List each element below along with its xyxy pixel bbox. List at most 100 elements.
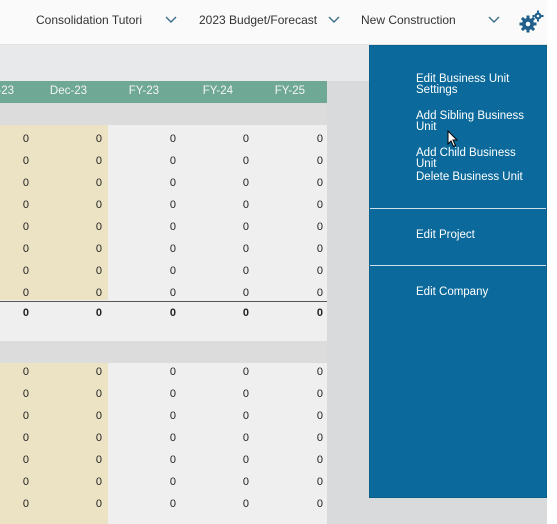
menu-divider bbox=[370, 265, 546, 266]
company-select-value: Consolidation Tutori bbox=[36, 13, 143, 27]
table-cell: 0 bbox=[316, 498, 323, 510]
table-cell: 0 bbox=[22, 243, 29, 255]
highlight-column bbox=[0, 362, 108, 524]
table-cell: 0 bbox=[22, 133, 29, 145]
table-cell: 0 bbox=[242, 221, 249, 233]
table-cell: 0 bbox=[169, 476, 176, 488]
table-cell: 0 bbox=[316, 221, 323, 233]
table-cell: 0 bbox=[22, 366, 29, 378]
table-cell: 0 bbox=[95, 287, 102, 299]
toolbar-band bbox=[0, 45, 370, 81]
table-cell: 0 bbox=[242, 243, 249, 255]
menu-item-edit-company[interactable]: Edit Company bbox=[416, 286, 489, 298]
total-cell: 0 bbox=[95, 307, 102, 319]
table-cell: 0 bbox=[242, 199, 249, 211]
menu-item-edit-business-unit-settings[interactable]: Edit Business Unit Settings bbox=[416, 73, 510, 96]
table-cell: 0 bbox=[95, 177, 102, 189]
table-cell: 0 bbox=[169, 265, 176, 277]
column-header: FY-23 bbox=[128, 85, 159, 97]
table-cell: 0 bbox=[22, 265, 29, 277]
table-cell: 0 bbox=[169, 243, 176, 255]
table-cell: 0 bbox=[242, 432, 249, 444]
menu-item-add-sibling-business-unit[interactable]: Add Sibling Business Unit bbox=[416, 110, 525, 133]
menu-item-add-child-business-unit[interactable]: Add Child Business Unit bbox=[416, 147, 516, 170]
table-cell: 0 bbox=[316, 177, 323, 189]
chevron-down-icon bbox=[165, 16, 177, 23]
table-header: -23 Dec-23 FY-23 FY-24 FY-25 bbox=[0, 81, 327, 103]
table-cell: 0 bbox=[22, 155, 29, 167]
table-cell: 0 bbox=[22, 410, 29, 422]
table-cell: 0 bbox=[22, 221, 29, 233]
table-cell: 0 bbox=[242, 287, 249, 299]
scenario-select-value: 2023 Budget/Forecast bbox=[199, 13, 318, 27]
table-cell: 0 bbox=[22, 454, 29, 466]
table-cell: 0 bbox=[95, 133, 102, 145]
table-cell: 0 bbox=[22, 476, 29, 488]
table-cell: 0 bbox=[22, 177, 29, 189]
total-cell: 0 bbox=[242, 307, 249, 319]
table-cell: 0 bbox=[169, 177, 176, 189]
table-cell: 0 bbox=[316, 410, 323, 422]
table-cell: 0 bbox=[95, 476, 102, 488]
table-cell: 0 bbox=[169, 410, 176, 422]
table-cell: 0 bbox=[316, 243, 323, 255]
table-cell: 0 bbox=[22, 199, 29, 211]
total-cell: 0 bbox=[169, 307, 176, 319]
table-cell: 0 bbox=[242, 366, 249, 378]
table-cell: 0 bbox=[242, 177, 249, 189]
table-cell: 0 bbox=[316, 265, 323, 277]
table-cell: 0 bbox=[242, 265, 249, 277]
table-cell: 0 bbox=[22, 432, 29, 444]
table-cell: 0 bbox=[242, 133, 249, 145]
table-cell: 0 bbox=[22, 388, 29, 400]
table-cell: 0 bbox=[242, 498, 249, 510]
project-select-value: New Construction bbox=[361, 13, 456, 27]
table-cell: 0 bbox=[316, 476, 323, 488]
table-cell: 0 bbox=[169, 432, 176, 444]
section-header-row bbox=[0, 341, 327, 363]
table-cell: 0 bbox=[169, 498, 176, 510]
table-cell: 0 bbox=[316, 388, 323, 400]
menu-item-delete-business-unit[interactable]: Delete Business Unit bbox=[416, 171, 523, 183]
table-cell: 0 bbox=[169, 366, 176, 378]
gears-icon[interactable] bbox=[518, 9, 544, 35]
column-header: FY-24 bbox=[202, 85, 233, 97]
table-cell: 0 bbox=[95, 155, 102, 167]
chevron-down-icon bbox=[328, 16, 340, 23]
table-cell: 0 bbox=[316, 454, 323, 466]
table-cell: 0 bbox=[169, 199, 176, 211]
table-cell: 0 bbox=[316, 432, 323, 444]
section-header-row bbox=[0, 103, 327, 125]
table-cell: 0 bbox=[169, 388, 176, 400]
column-header: Dec-23 bbox=[49, 85, 87, 97]
table-cell: 0 bbox=[95, 366, 102, 378]
scenario-select[interactable]: 2023 Budget/Forecast bbox=[199, 13, 340, 27]
table-cell: 0 bbox=[169, 287, 176, 299]
total-cell: 0 bbox=[316, 307, 323, 319]
menu-item-edit-project[interactable]: Edit Project bbox=[416, 229, 475, 241]
table-cell: 0 bbox=[169, 221, 176, 233]
settings-menu: Edit Business Unit Settings Add Sibling … bbox=[369, 45, 547, 498]
table-cell: 0 bbox=[95, 454, 102, 466]
table-cell: 0 bbox=[242, 155, 249, 167]
project-select[interactable]: New Construction bbox=[361, 13, 500, 27]
table-cell: 0 bbox=[242, 454, 249, 466]
company-select[interactable]: Consolidation Tutori bbox=[36, 13, 177, 27]
table-cell: 0 bbox=[316, 366, 323, 378]
table-cell: 0 bbox=[22, 287, 29, 299]
top-bar: Consolidation Tutori 2023 Budget/Forecas… bbox=[0, 0, 557, 45]
table-cell: 0 bbox=[316, 155, 323, 167]
total-cell: 0 bbox=[22, 307, 29, 319]
table-cell: 0 bbox=[95, 498, 102, 510]
table-cell: 0 bbox=[242, 410, 249, 422]
total-divider bbox=[0, 301, 327, 302]
table-cell: 0 bbox=[169, 155, 176, 167]
table-cell: 0 bbox=[169, 133, 176, 145]
highlight-column bbox=[0, 124, 108, 300]
mouse-pointer-icon bbox=[447, 130, 459, 148]
table-cell: 0 bbox=[95, 410, 102, 422]
column-header: FY-25 bbox=[274, 85, 305, 97]
table-cell: 0 bbox=[95, 243, 102, 255]
table-cell: 0 bbox=[95, 388, 102, 400]
menu-divider bbox=[370, 208, 546, 209]
